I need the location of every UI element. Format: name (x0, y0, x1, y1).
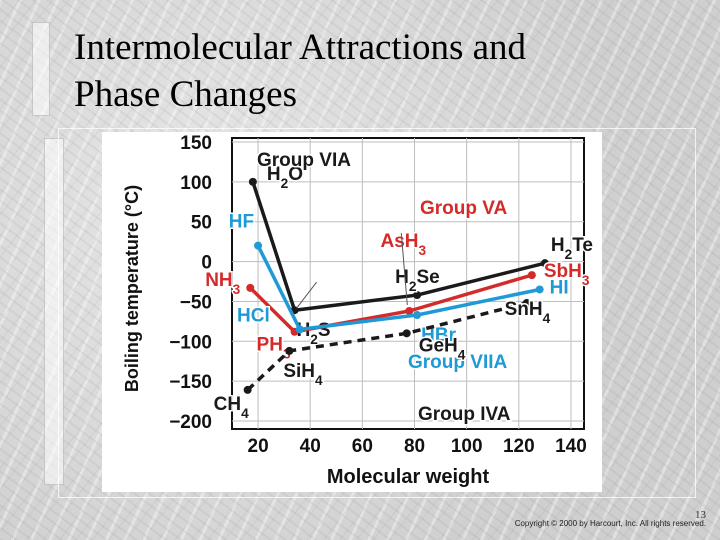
point-label: CH4 (214, 394, 249, 421)
leader-line (296, 281, 317, 309)
point-label: HCl (237, 305, 270, 326)
point-label: SbH3 (544, 261, 590, 288)
point-label: GeH4 (419, 335, 466, 362)
series-name-label: Group VIIA (408, 352, 508, 373)
point-label: HI (550, 277, 569, 298)
data-point (413, 310, 422, 319)
y-tick-label: 150 (180, 133, 212, 154)
chart-svg: 150 100 50 0 −50 −100 −150 −200 20 40 60 80 100 120 14… (122, 133, 594, 488)
x-tick-label: 20 (248, 436, 269, 457)
x-tick-label: 140 (555, 436, 587, 457)
y-tick-label: −100 (169, 332, 212, 353)
series-name-label: Group VIA (257, 150, 351, 171)
copyright-notice: Copyright © 2000 by Harcourt, Inc. All r… (514, 519, 706, 528)
x-tick-label: 40 (300, 436, 321, 457)
x-tick-label: 100 (451, 436, 483, 457)
point-label: H2Se (395, 267, 440, 294)
y-tick-label: −50 (180, 292, 212, 313)
leader-line (400, 232, 408, 306)
boiling-point-chart: 150 100 50 0 −50 −100 −150 −200 20 40 60 80 100 120 14… (102, 132, 602, 492)
page-number: 13 (695, 509, 706, 521)
series-line-group-viia (256, 244, 541, 332)
data-point (248, 177, 257, 186)
x-tick-label: 120 (503, 436, 535, 457)
data-point (540, 259, 549, 268)
decorative-frame (58, 128, 696, 498)
x-axis-label: Molecular weight (327, 466, 490, 488)
data-point (243, 385, 252, 394)
point-label: HF (229, 212, 254, 233)
plot-frame (231, 137, 585, 430)
series-line-group-iva (246, 301, 528, 392)
y-tick-label: 0 (201, 253, 212, 274)
title-line-1: Intermolecular Attractions and (74, 27, 527, 68)
series-name-label: Group VA (420, 198, 508, 219)
decorative-bar-left (44, 138, 64, 485)
decorative-bar-top (32, 22, 50, 116)
data-point (246, 283, 255, 292)
title-line-2: Phase Changes (74, 74, 297, 115)
y-tick-label: 100 (180, 173, 212, 194)
slide-title: Intermolecular Attractions and Phase Cha… (74, 24, 674, 118)
x-tick-label: 80 (404, 436, 425, 457)
point-label: HBr (421, 325, 456, 346)
point-label: SiH4 (283, 361, 323, 388)
series-line-group-via (251, 181, 546, 312)
y-tick-label: −150 (169, 372, 212, 393)
data-point (413, 291, 422, 300)
point-label: AsH3 (380, 231, 426, 258)
x-tick-label: 60 (352, 436, 373, 457)
point-label: H2Te (551, 235, 593, 262)
y-axis-label: Boiling temperature (°C) (122, 185, 142, 392)
y-tick-label: 50 (191, 213, 212, 234)
point-label: NH3 (205, 270, 240, 297)
data-point (402, 329, 411, 338)
data-point (405, 307, 414, 316)
point-label: H2O (267, 164, 303, 191)
data-point (295, 325, 304, 334)
point-label: SnH4 (505, 299, 551, 326)
data-point (254, 241, 263, 250)
data-point (285, 346, 294, 355)
data-point (535, 285, 544, 294)
series-name-label: Group IVA (418, 404, 511, 425)
data-point (522, 299, 531, 308)
y-tick-label: −200 (169, 412, 212, 433)
data-point (527, 271, 536, 280)
